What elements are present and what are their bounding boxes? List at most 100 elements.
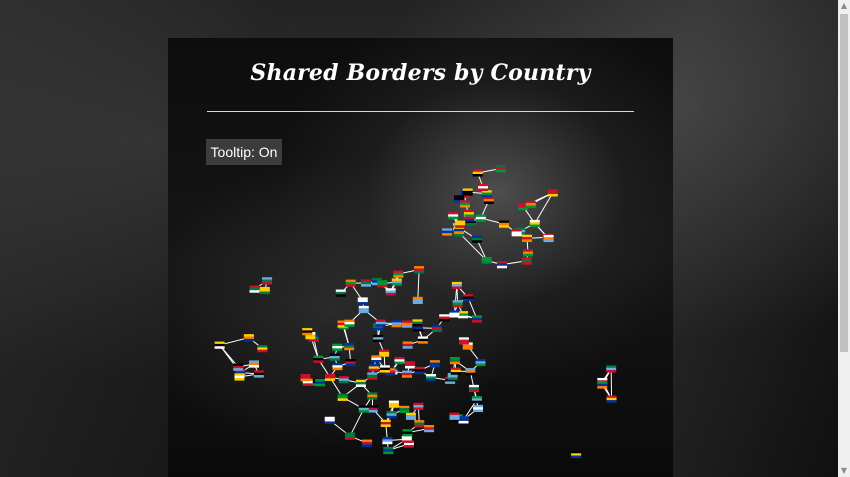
vertical-scrollbar[interactable]: ▲ ▼ — [838, 0, 850, 477]
country-flag-node[interactable] — [412, 296, 423, 305]
country-flag-node[interactable] — [401, 435, 412, 443]
country-flag-node[interactable] — [463, 294, 474, 302]
country-flag-node[interactable] — [344, 319, 355, 327]
country-flag-node[interactable] — [367, 392, 378, 400]
country-flag-node[interactable] — [497, 261, 508, 269]
country-flag-node[interactable] — [455, 220, 466, 228]
country-flag-node[interactable] — [414, 266, 425, 274]
country-flag-node[interactable] — [543, 234, 554, 243]
country-flag-node[interactable] — [371, 278, 382, 286]
country-flag-node[interactable] — [442, 228, 453, 236]
country-flag-node[interactable] — [571, 450, 582, 459]
country-flag-node[interactable] — [449, 310, 460, 318]
country-flag-node[interactable] — [529, 219, 540, 228]
country-flag-node[interactable] — [358, 305, 369, 314]
country-flag-node[interactable] — [233, 363, 244, 371]
country-flag-node[interactable] — [450, 367, 461, 375]
country-flag-node[interactable] — [368, 364, 379, 372]
country-flag-node[interactable] — [379, 365, 390, 373]
country-flag-node[interactable] — [404, 361, 415, 369]
country-flag-node[interactable] — [597, 381, 608, 389]
country-flag-node[interactable] — [362, 439, 373, 447]
country-flag-node[interactable] — [473, 404, 484, 413]
country-flag-node[interactable] — [262, 277, 273, 285]
country-flag-node[interactable] — [449, 357, 460, 365]
country-flag-node[interactable] — [393, 270, 404, 278]
country-flag-node[interactable] — [511, 229, 522, 237]
country-flag-node[interactable] — [449, 412, 460, 420]
country-flag-node[interactable] — [401, 370, 412, 378]
country-flag-node[interactable] — [417, 336, 428, 344]
country-flag-node[interactable] — [606, 395, 617, 403]
country-flag-node[interactable] — [606, 365, 617, 373]
country-flag-node[interactable] — [249, 360, 260, 368]
country-flag-node[interactable] — [345, 279, 356, 287]
country-flag-node[interactable] — [478, 183, 489, 191]
country-flag-node[interactable] — [391, 320, 402, 328]
country-flag-node[interactable] — [367, 372, 378, 380]
country-flag-node[interactable] — [458, 416, 469, 424]
country-flag-node[interactable] — [458, 311, 469, 319]
country-flag-node[interactable] — [460, 200, 471, 208]
country-flag-node[interactable] — [413, 402, 424, 410]
country-flag-node[interactable] — [313, 355, 324, 363]
country-flag-node[interactable] — [302, 328, 313, 336]
country-flag-node[interactable] — [522, 234, 533, 242]
country-flag-node[interactable] — [377, 280, 388, 288]
country-flag-node[interactable] — [448, 211, 459, 220]
country-flag-node[interactable] — [329, 353, 340, 361]
country-flag-node[interactable] — [259, 286, 270, 295]
country-flag-node[interactable] — [414, 366, 425, 375]
country-flag-node[interactable] — [412, 319, 423, 327]
country-flag-node[interactable] — [338, 376, 349, 384]
country-flag-node[interactable] — [253, 370, 264, 378]
country-flag-node[interactable] — [385, 288, 396, 296]
country-flag-node[interactable] — [358, 405, 369, 413]
country-flag-node[interactable] — [525, 200, 536, 208]
country-flag-node[interactable] — [475, 358, 486, 367]
country-flag-node[interactable] — [402, 341, 413, 349]
country-flag-node[interactable] — [388, 400, 399, 408]
country-flag-node[interactable] — [471, 315, 482, 323]
country-flag-node[interactable] — [475, 214, 486, 222]
country-flag-node[interactable] — [431, 324, 442, 333]
country-flag-node[interactable] — [471, 396, 482, 404]
country-flag-node[interactable] — [367, 405, 378, 413]
country-flag-node[interactable] — [462, 188, 473, 196]
country-flag-node[interactable] — [429, 360, 440, 368]
country-flag-node[interactable] — [483, 196, 494, 204]
country-flag-node[interactable] — [454, 195, 465, 203]
country-flag-node[interactable] — [391, 278, 402, 286]
country-flag-node[interactable] — [383, 446, 394, 455]
country-flag-node[interactable] — [345, 359, 356, 367]
country-flag-node[interactable] — [426, 374, 437, 382]
country-flag-node[interactable] — [386, 411, 397, 419]
country-flag-node[interactable] — [380, 419, 391, 427]
country-flag-node[interactable] — [458, 337, 469, 345]
country-flag-node[interactable] — [481, 256, 492, 265]
country-flag-node[interactable] — [399, 405, 410, 413]
country-flag-node[interactable] — [472, 169, 483, 177]
country-flag-node[interactable] — [344, 432, 355, 440]
country-flag-node[interactable] — [439, 314, 450, 322]
country-flag-node[interactable] — [324, 416, 335, 424]
country-flag-node[interactable] — [523, 249, 534, 257]
country-flag-node[interactable] — [335, 289, 346, 297]
country-flag-node[interactable] — [382, 437, 393, 445]
country-flag-node[interactable] — [481, 190, 492, 198]
country-flag-node[interactable] — [315, 379, 326, 387]
country-flag-node[interactable] — [468, 384, 479, 393]
chevron-up-icon[interactable]: ▲ — [840, 1, 848, 10]
country-flag-node[interactable] — [337, 320, 348, 328]
country-flag-node[interactable] — [424, 424, 435, 433]
country-flag-node[interactable] — [471, 235, 482, 243]
country-flag-node[interactable] — [324, 373, 335, 381]
country-flag-node[interactable] — [464, 214, 475, 222]
country-flag-node[interactable] — [405, 412, 416, 420]
country-flag-node[interactable] — [214, 341, 225, 349]
country-flag-node[interactable] — [401, 320, 412, 328]
border-network-graph[interactable] — [168, 38, 673, 477]
country-flag-node[interactable] — [379, 349, 390, 357]
country-flag-node[interactable] — [414, 420, 425, 428]
country-flag-node[interactable] — [465, 368, 476, 376]
